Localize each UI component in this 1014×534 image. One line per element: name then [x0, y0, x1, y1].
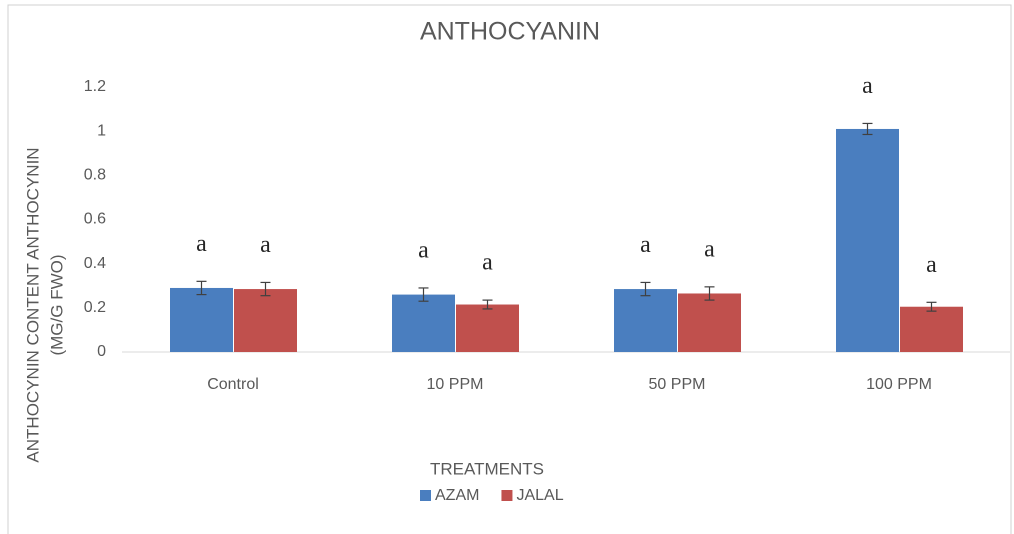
x-axis-label: TREATMENTS: [430, 459, 544, 478]
bar: [678, 293, 741, 352]
significance-letter: a: [640, 232, 651, 258]
y-tick-label: 0.6: [84, 211, 106, 228]
bar: [392, 294, 455, 352]
y-tick-label: 0.8: [84, 167, 106, 184]
significance-letter: a: [418, 237, 429, 263]
significance-letter: a: [482, 250, 493, 276]
y-tick-label: 0: [97, 343, 106, 360]
bar: [234, 289, 297, 352]
bar: [900, 306, 963, 352]
y-axis-label: ANTHOCYNIN CONTENT ANTHOCYNIN: [23, 147, 42, 462]
significance-letter: a: [926, 252, 937, 278]
legend-swatch: [501, 490, 513, 501]
legend-label: AZAM: [435, 487, 479, 504]
significance-letter: a: [260, 232, 271, 258]
significance-letter: a: [196, 231, 207, 257]
bar: [836, 128, 899, 352]
legend-label: JALAL: [516, 487, 563, 504]
chart-title: ANTHOCYANIN: [420, 18, 600, 46]
y-tick-label: 0.4: [84, 255, 106, 272]
significance-letter: a: [704, 236, 715, 262]
bar: [456, 304, 519, 352]
y-tick-label: 1.2: [84, 78, 106, 95]
y-tick-label: 1: [97, 122, 106, 139]
bar: [170, 287, 233, 352]
x-tick-label: Control: [207, 376, 259, 393]
y-tick-label: 0.2: [84, 299, 106, 316]
y-axis-label: (MG/G FWO): [47, 254, 66, 355]
bar: [614, 289, 677, 352]
x-tick-label: 10 PPM: [427, 376, 484, 393]
x-tick-label: 50 PPM: [649, 376, 706, 393]
significance-letter: a: [862, 73, 873, 99]
legend-swatch: [420, 490, 431, 501]
x-tick-label: 100 PPM: [866, 376, 932, 393]
